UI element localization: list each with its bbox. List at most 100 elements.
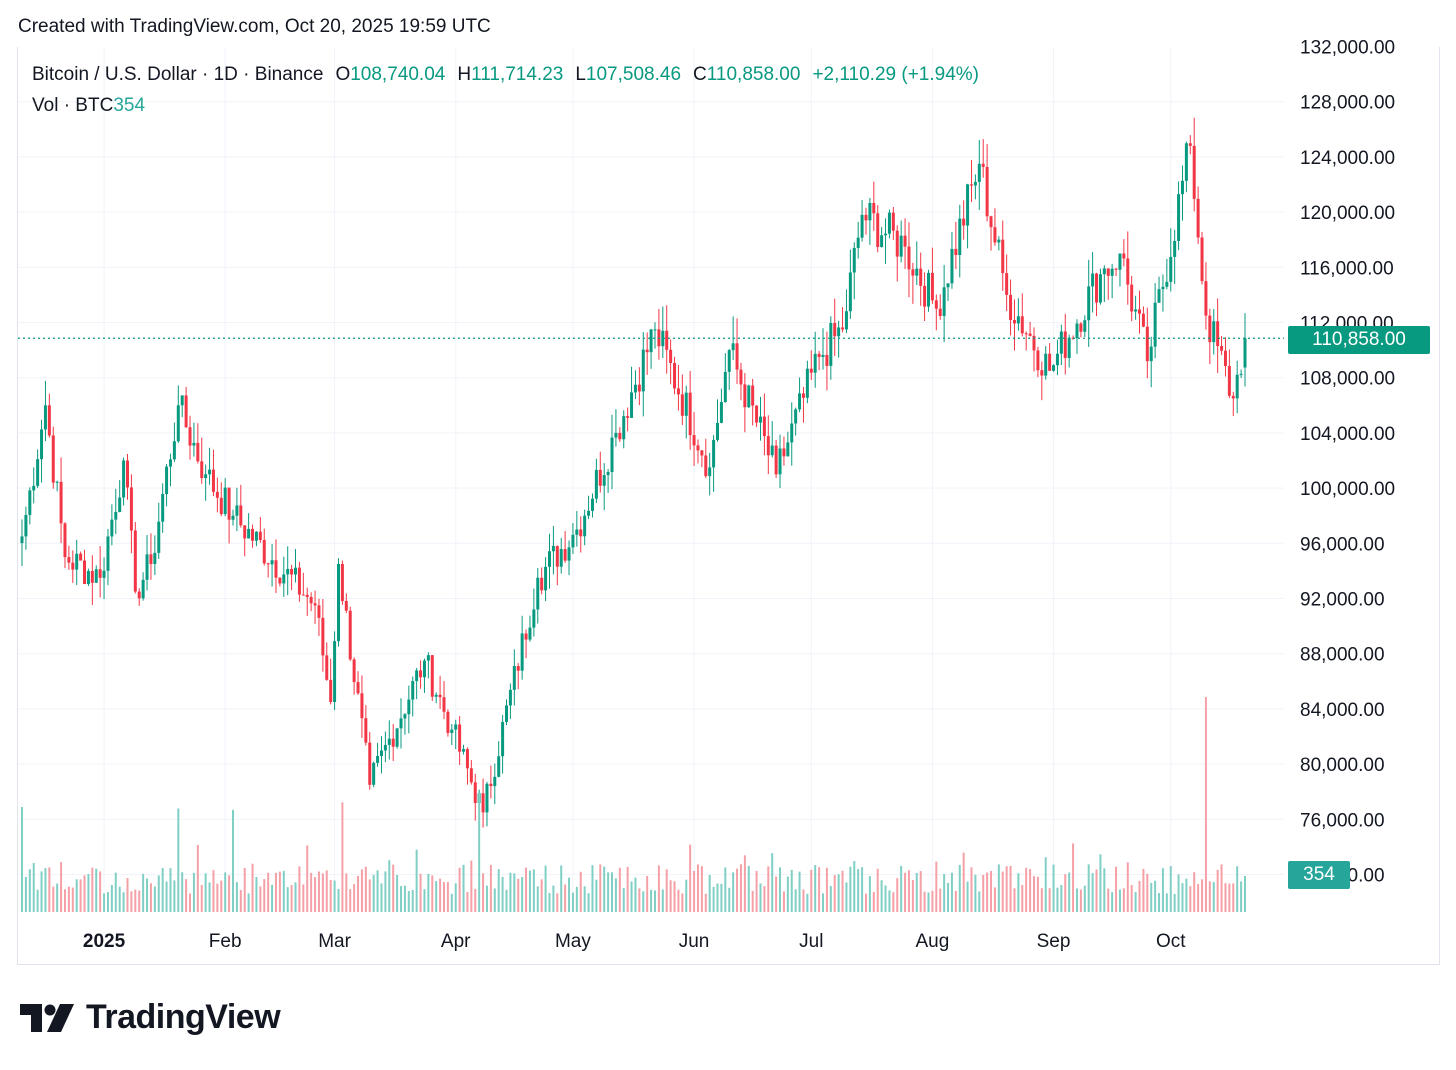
candle-body xyxy=(301,594,305,596)
candle xyxy=(1145,307,1149,379)
candle xyxy=(692,412,696,467)
candle xyxy=(465,747,469,785)
candle-body xyxy=(946,283,950,288)
candle-body xyxy=(954,248,958,255)
candle xyxy=(106,529,110,586)
volume-bar xyxy=(99,871,102,912)
volume-bar xyxy=(200,884,203,912)
candle xyxy=(75,539,79,586)
candle xyxy=(673,356,677,395)
candle xyxy=(282,556,286,597)
candle xyxy=(856,221,860,259)
candle xyxy=(907,222,911,298)
candle-body xyxy=(1020,316,1024,334)
volume-bar xyxy=(966,881,969,912)
candle xyxy=(1059,324,1063,366)
candle xyxy=(1009,279,1013,336)
candle-body xyxy=(587,510,591,516)
volume-bar xyxy=(521,877,524,912)
volume-bar xyxy=(106,892,109,912)
candle-body xyxy=(196,442,200,462)
candle xyxy=(938,294,942,320)
volume-bar xyxy=(103,893,106,912)
volume-bar xyxy=(255,877,258,912)
candle-body xyxy=(774,445,778,475)
candle xyxy=(852,242,856,300)
volume-bar xyxy=(560,865,563,912)
candle-body xyxy=(55,481,59,483)
volume-bar xyxy=(1033,876,1036,912)
candle-body xyxy=(489,783,493,787)
candle xyxy=(141,572,145,601)
candle xyxy=(227,487,231,544)
low-value: 107,508.46 xyxy=(585,64,682,85)
candle xyxy=(610,414,614,490)
x-axis-tick-label: Aug xyxy=(916,931,950,952)
candle xyxy=(118,480,122,513)
volume-bar xyxy=(208,882,211,912)
volume-bar xyxy=(1150,882,1153,912)
candle xyxy=(817,350,821,371)
candle-body xyxy=(993,227,997,243)
candle-body xyxy=(67,557,71,563)
volume-bar xyxy=(63,889,66,912)
volume-bar xyxy=(384,871,387,912)
candle-body xyxy=(739,369,743,385)
candle xyxy=(837,320,841,358)
volume-bar xyxy=(1103,868,1106,912)
candle xyxy=(508,683,512,719)
volume-bar xyxy=(673,881,676,912)
volume-bar xyxy=(489,864,492,912)
volume-bar xyxy=(345,873,348,912)
candle xyxy=(618,427,622,442)
volume-bar xyxy=(1216,869,1219,912)
candle xyxy=(1223,337,1227,377)
candle-body xyxy=(106,536,110,571)
candle-body xyxy=(376,755,380,763)
candle xyxy=(1067,334,1071,368)
volume-value: 354 xyxy=(113,95,146,116)
last-price-badge: 110,858.00 xyxy=(1288,326,1430,354)
candle-body xyxy=(864,214,868,221)
volume-bar xyxy=(1017,873,1020,912)
candle-body xyxy=(317,605,321,618)
open-label: O xyxy=(335,64,351,85)
candle xyxy=(798,377,802,413)
candle xyxy=(1102,265,1106,303)
volume-bar xyxy=(822,893,825,912)
candle xyxy=(1052,364,1056,372)
volume-bar xyxy=(759,883,762,912)
volume-bar xyxy=(83,875,86,912)
candle xyxy=(149,533,153,580)
candle xyxy=(516,663,520,690)
candle-body xyxy=(1231,395,1235,399)
volume-bar xyxy=(392,864,395,912)
candle xyxy=(696,439,700,464)
candle xyxy=(1001,220,1005,291)
volume-bar xyxy=(400,886,403,912)
candle xyxy=(1044,346,1048,380)
volume-bar xyxy=(1169,866,1172,912)
volume-bar xyxy=(91,867,94,912)
volume-bar xyxy=(904,872,907,912)
candle-body xyxy=(391,738,395,747)
volume-bar xyxy=(282,870,285,912)
tradingview-brand: TradingView xyxy=(20,998,281,1037)
candle-body xyxy=(71,562,75,570)
volume-bar xyxy=(21,806,23,912)
candle-body xyxy=(1052,365,1056,371)
candle xyxy=(55,480,59,492)
candle-body xyxy=(172,441,176,460)
candle-body xyxy=(1223,350,1227,367)
volume-bar xyxy=(1236,866,1239,912)
candle xyxy=(161,483,165,533)
candle xyxy=(301,572,305,596)
high-label: H xyxy=(457,64,472,85)
candle xyxy=(297,561,301,602)
candle xyxy=(501,714,505,774)
candle-body xyxy=(755,405,759,423)
candle-body xyxy=(188,427,192,446)
candle xyxy=(540,567,544,595)
volume-bar xyxy=(1197,884,1200,912)
